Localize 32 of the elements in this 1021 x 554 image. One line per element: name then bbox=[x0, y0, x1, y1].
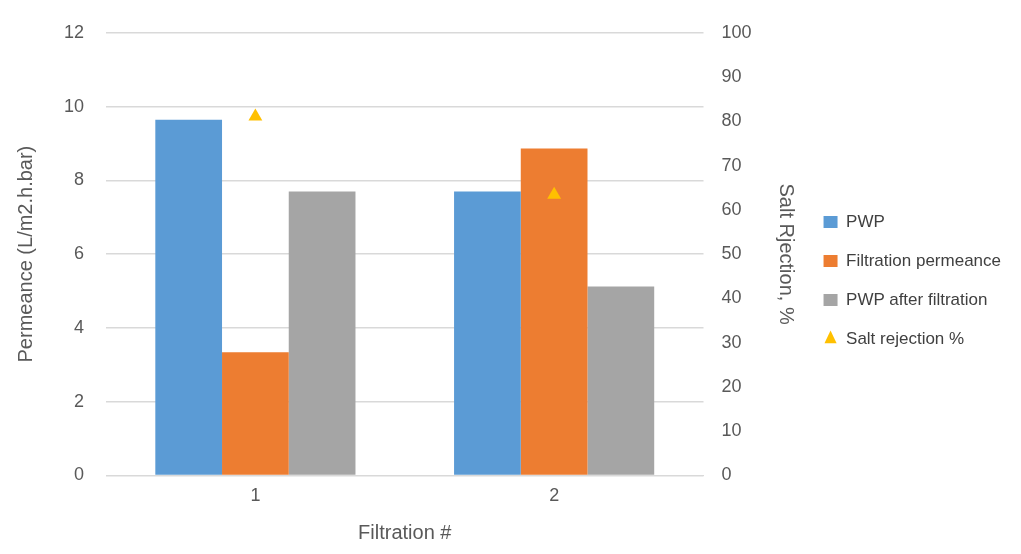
bar bbox=[155, 119, 223, 475]
legend-label: PWP after filtration bbox=[846, 289, 988, 309]
y2-tick-label: 60 bbox=[721, 198, 742, 219]
y2-tick-label: 70 bbox=[721, 154, 742, 175]
y-tick-label: 4 bbox=[74, 316, 85, 337]
bar bbox=[288, 191, 356, 475]
y2-tick-label: 100 bbox=[721, 21, 752, 42]
legend-label: Filtration permeance bbox=[846, 250, 1002, 270]
y2-tick-label: 80 bbox=[721, 110, 742, 131]
legend-label: Salt rejection % bbox=[846, 328, 965, 348]
y2-axis-title: Salt Rjection, % bbox=[776, 183, 799, 325]
bar bbox=[587, 286, 655, 475]
y-tick-label: 10 bbox=[63, 95, 85, 116]
y-tick-label: 2 bbox=[74, 390, 85, 411]
x-axis-title: Filtration # bbox=[358, 520, 453, 543]
y2-tick-label: 50 bbox=[721, 243, 742, 264]
y2-tick-label: 10 bbox=[721, 420, 742, 441]
y-tick-label: 12 bbox=[63, 21, 85, 42]
bar bbox=[520, 148, 588, 475]
y2-tick-label: 90 bbox=[721, 66, 742, 87]
y2-tick-label: 40 bbox=[721, 287, 742, 308]
y-tick-label: 8 bbox=[74, 169, 85, 190]
y-tick-label: 0 bbox=[74, 464, 85, 485]
y2-tick-label: 20 bbox=[721, 375, 742, 396]
legend-label: PWP bbox=[846, 211, 885, 231]
x-tick-label: 1 bbox=[250, 485, 261, 506]
y-axis-title: Permeance (L/m2.h.bar) bbox=[13, 145, 36, 363]
y2-tick-label: 0 bbox=[721, 464, 732, 485]
bar bbox=[222, 352, 289, 475]
bar bbox=[454, 191, 521, 475]
y2-tick-label: 30 bbox=[721, 331, 742, 352]
y-tick-label: 6 bbox=[74, 243, 85, 264]
